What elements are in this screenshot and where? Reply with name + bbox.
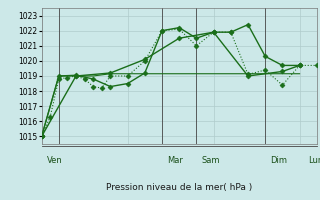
- Text: Sam: Sam: [202, 156, 220, 165]
- Text: Dim: Dim: [270, 156, 287, 165]
- Text: Mar: Mar: [167, 156, 183, 165]
- Text: Pression niveau de la mer( hPa ): Pression niveau de la mer( hPa ): [106, 183, 252, 192]
- Text: Lun: Lun: [308, 156, 320, 165]
- Text: Ven: Ven: [47, 156, 62, 165]
